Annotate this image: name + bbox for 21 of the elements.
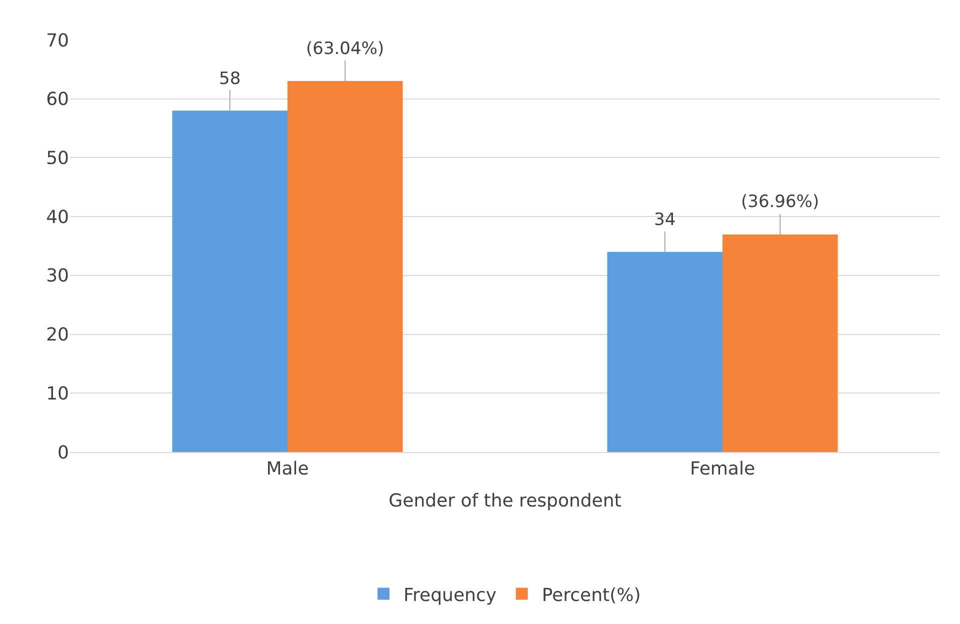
y-tick-label: 20 bbox=[46, 324, 69, 346]
x-tick-label: Female bbox=[690, 458, 756, 480]
y-tick-label: 30 bbox=[46, 266, 69, 287]
y-tick-label: 0 bbox=[58, 442, 69, 464]
bar bbox=[722, 234, 838, 452]
legend-label: Frequency bbox=[404, 584, 497, 606]
legend-label: Percent(%) bbox=[542, 584, 641, 606]
x-axis-title: Gender of the respondent bbox=[388, 490, 622, 512]
data-label: (36.96%) bbox=[741, 192, 820, 212]
bar bbox=[172, 110, 288, 452]
y-tick-label: 70 bbox=[46, 30, 69, 52]
y-tick-label: 60 bbox=[46, 89, 69, 110]
y-tick-label: 40 bbox=[46, 206, 69, 228]
bar bbox=[288, 80, 403, 452]
x-tick-label: Male bbox=[266, 458, 309, 480]
y-tick-label: 10 bbox=[46, 383, 69, 404]
y-tick-label: 50 bbox=[46, 148, 69, 170]
bar bbox=[607, 252, 722, 452]
data-label: (63.04%) bbox=[306, 39, 384, 59]
data-label: 58 bbox=[219, 69, 241, 89]
data-label: 34 bbox=[654, 210, 676, 230]
